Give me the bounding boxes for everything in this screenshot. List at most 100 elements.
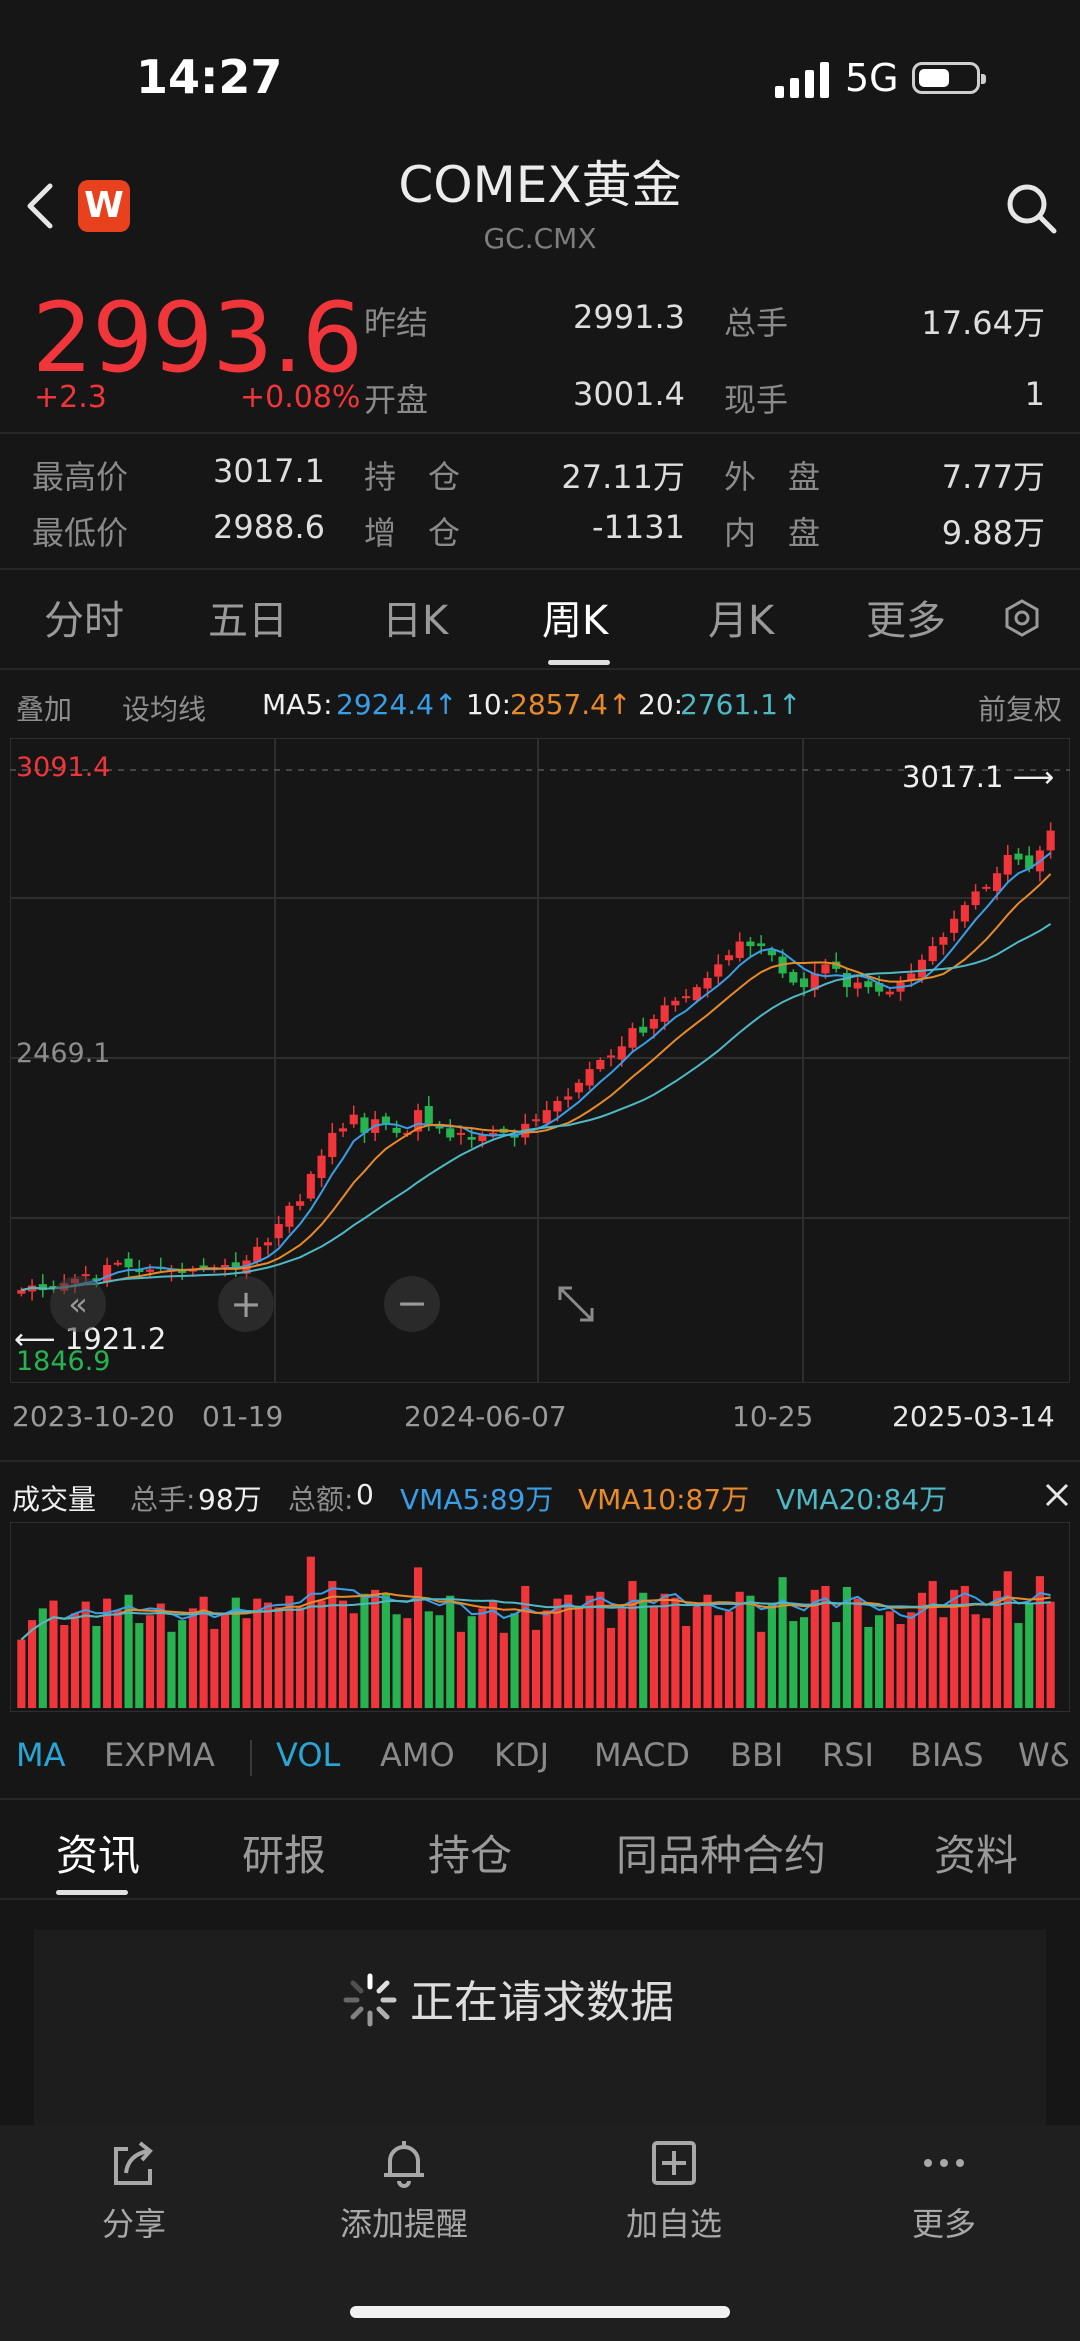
volume-bar xyxy=(253,1598,262,1708)
price-change-pct: +0.08% xyxy=(240,380,361,415)
volume-bar xyxy=(510,1613,519,1708)
indicator-macd[interactable]: MACD xyxy=(594,1736,690,1774)
volume-bar xyxy=(349,1613,358,1708)
more-button[interactable]: 更多 xyxy=(834,2135,1054,2245)
candle xyxy=(306,1173,315,1199)
indicator-expma[interactable]: EXPMA xyxy=(104,1736,215,1774)
tab-monthly-k[interactable]: 月K xyxy=(708,598,775,644)
value-current-volume: 1 xyxy=(1024,375,1045,413)
candle xyxy=(285,1205,294,1227)
volume-bar xyxy=(296,1607,305,1708)
active-tab-indicator xyxy=(548,660,610,665)
tab-intraday[interactable]: 分时 xyxy=(44,598,124,644)
ma5-line xyxy=(21,852,1052,1292)
candle xyxy=(928,946,937,962)
kline-chart[interactable] xyxy=(10,738,1070,1383)
scroll-left-button[interactable]: « xyxy=(50,1276,106,1332)
tab-weekly-k[interactable]: 周K xyxy=(542,598,609,644)
volume-bar xyxy=(306,1556,315,1708)
candle xyxy=(49,1285,58,1288)
volume-bar xyxy=(692,1606,701,1708)
tab-positions[interactable]: 持仓 xyxy=(428,1831,513,1880)
page-subtitle: GC.CMX xyxy=(483,222,597,255)
candle xyxy=(17,1290,26,1294)
volume-bar xyxy=(606,1627,616,1708)
add-alert-button[interactable]: 添加提醒 xyxy=(294,2135,514,2245)
divider xyxy=(0,668,1080,670)
volume-bar xyxy=(521,1585,530,1708)
divider xyxy=(0,1460,1080,1462)
adjust-button[interactable]: 前复权 xyxy=(978,693,1063,726)
tab-more[interactable]: 更多 xyxy=(866,598,946,644)
settings-icon[interactable] xyxy=(1002,598,1042,638)
volume-bar xyxy=(574,1607,583,1708)
indicator-ma[interactable]: MA xyxy=(16,1736,66,1774)
volume-bar xyxy=(478,1608,487,1708)
candle xyxy=(682,996,691,999)
volume-bar xyxy=(135,1623,144,1708)
add-alert-label: 添加提醒 xyxy=(339,2205,468,2243)
x-tick: 10-25 xyxy=(732,1400,814,1433)
volume-bar xyxy=(971,1614,980,1708)
volume-bar xyxy=(617,1608,626,1708)
tab-related-contracts[interactable]: 同品种合约 xyxy=(616,1831,827,1880)
set-ma-button[interactable]: 设均线 xyxy=(122,693,207,726)
volume-bar xyxy=(60,1625,69,1708)
indicator-rsi[interactable]: RSI xyxy=(822,1736,874,1774)
volume-bar xyxy=(992,1590,1002,1708)
candle xyxy=(832,961,841,969)
tab-five-day[interactable]: 五日 xyxy=(208,598,288,644)
loading-text: 正在请求数据 xyxy=(410,1977,674,2028)
candle xyxy=(746,941,755,947)
volume-bar xyxy=(17,1639,26,1708)
candle xyxy=(789,972,798,983)
volume-total-value: 98万 xyxy=(198,1483,262,1516)
candle xyxy=(799,978,809,988)
ma20-label: 20: xyxy=(638,688,684,721)
tab-research[interactable]: 研报 xyxy=(242,1831,327,1880)
volume-bar xyxy=(778,1577,787,1708)
volume-title: 成交量 xyxy=(12,1483,97,1516)
volume-bar xyxy=(832,1622,841,1708)
volume-bar xyxy=(531,1629,541,1708)
candle xyxy=(145,1269,155,1272)
fullscreen-icon[interactable] xyxy=(552,1280,600,1328)
vma20-line xyxy=(20,1598,1051,1641)
zoom-out-button[interactable]: − xyxy=(384,1276,440,1332)
indicator-wr[interactable]: W& xyxy=(1018,1736,1068,1774)
zoom-in-button[interactable]: + xyxy=(218,1276,274,1332)
close-icon[interactable] xyxy=(1044,1482,1070,1508)
search-icon[interactable] xyxy=(1003,180,1059,236)
volume-bar xyxy=(596,1591,605,1708)
ma10-value: 2857.4↑ xyxy=(510,688,632,721)
back-icon[interactable] xyxy=(20,178,60,234)
tab-daily-k[interactable]: 日K xyxy=(382,598,449,644)
value-open-interest: 27.11万 xyxy=(561,458,685,496)
volume-bar xyxy=(950,1589,959,1708)
overlay-button[interactable]: 叠加 xyxy=(16,693,73,726)
volume-bar xyxy=(220,1613,230,1708)
tab-news[interactable]: 资讯 xyxy=(56,1831,141,1880)
candle xyxy=(821,964,830,974)
candle xyxy=(135,1270,144,1273)
candle xyxy=(671,1000,680,1006)
candle xyxy=(478,1135,487,1142)
indicator-kdj[interactable]: KDJ xyxy=(494,1736,550,1774)
volume-bar xyxy=(456,1631,466,1708)
label-low: 最低价 xyxy=(32,514,129,552)
indicator-bbi[interactable]: BBI xyxy=(730,1736,784,1774)
share-button[interactable]: 分享 xyxy=(24,2135,244,2245)
add-watchlist-button[interactable]: 加自选 xyxy=(564,2135,784,2245)
indicator-amo[interactable]: AMO xyxy=(380,1736,455,1774)
indicator-bias[interactable]: BIAS xyxy=(910,1736,984,1774)
candle xyxy=(735,941,744,958)
volume-bars xyxy=(17,1556,1055,1708)
tab-profile[interactable]: 资料 xyxy=(934,1831,1019,1880)
share-label: 分享 xyxy=(101,2205,166,2243)
volume-bar xyxy=(982,1618,991,1708)
label-open: 开盘 xyxy=(364,381,429,419)
volume-bar xyxy=(735,1591,744,1708)
indicator-vol[interactable]: VOL xyxy=(276,1736,341,1774)
ma20-line xyxy=(21,923,1052,1292)
label-oi-change: 增 仓 xyxy=(364,514,461,552)
